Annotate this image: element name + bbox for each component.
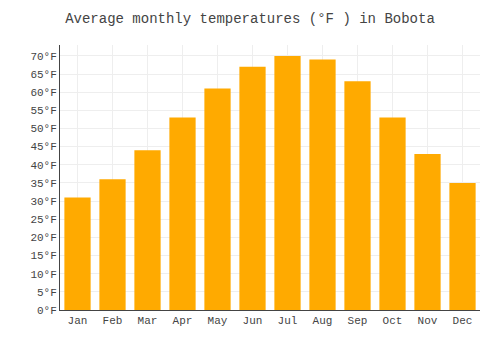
svg-text:5°F: 5°F	[37, 287, 57, 299]
svg-text:45°F: 45°F	[30, 141, 56, 153]
svg-text:60°F: 60°F	[30, 87, 56, 99]
svg-text:30°F: 30°F	[30, 196, 56, 208]
svg-text:May: May	[208, 315, 228, 327]
svg-text:20°F: 20°F	[30, 232, 56, 244]
svg-text:Aug: Aug	[313, 315, 333, 327]
svg-text:Jul: Jul	[278, 315, 298, 327]
svg-text:10°F: 10°F	[30, 269, 56, 281]
svg-text:Jun: Jun	[243, 315, 263, 327]
svg-text:65°F: 65°F	[30, 69, 56, 81]
svg-text:35°F: 35°F	[30, 178, 56, 190]
svg-text:Nov: Nov	[418, 315, 438, 327]
svg-text:70°F: 70°F	[30, 51, 56, 63]
svg-text:Mar: Mar	[138, 315, 158, 327]
svg-text:55°F: 55°F	[30, 105, 56, 117]
svg-text:Average monthly temperatures (: Average monthly temperatures (°F ) in Bo…	[65, 11, 435, 27]
svg-text:Apr: Apr	[173, 315, 193, 327]
svg-text:Oct: Oct	[383, 315, 403, 327]
svg-text:Feb: Feb	[103, 315, 123, 327]
svg-text:0°F: 0°F	[37, 305, 57, 317]
svg-text:50°F: 50°F	[30, 123, 56, 135]
svg-text:25°F: 25°F	[30, 214, 56, 226]
svg-text:40°F: 40°F	[30, 160, 56, 172]
svg-text:Dec: Dec	[453, 315, 473, 327]
svg-text:Jan: Jan	[68, 315, 88, 327]
svg-text:Sep: Sep	[348, 315, 368, 327]
svg-text:15°F: 15°F	[30, 250, 56, 262]
